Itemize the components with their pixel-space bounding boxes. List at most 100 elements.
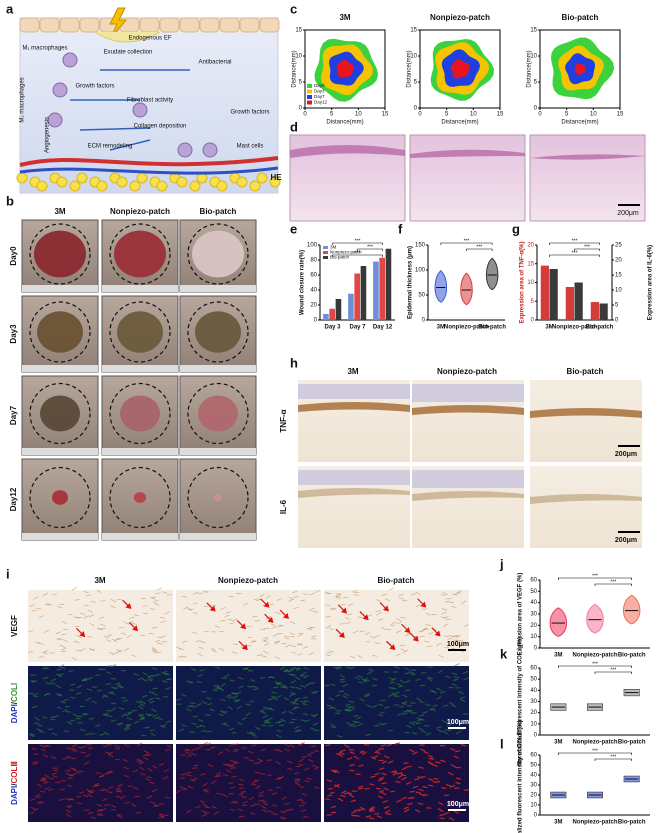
arrow: [379, 602, 389, 612]
violin: [485, 257, 499, 291]
texture: [358, 785, 364, 788]
texture: [85, 733, 91, 736]
texture: [124, 647, 130, 652]
texture: [301, 793, 308, 797]
texture: [419, 793, 425, 797]
texture: [288, 668, 295, 672]
texture: [309, 592, 315, 596]
texture: [249, 731, 256, 735]
texture: [120, 795, 126, 800]
texture: [186, 771, 192, 774]
texture: [60, 644, 66, 649]
texture: [335, 667, 342, 670]
texture: [274, 640, 281, 645]
y-tick-label: 15: [295, 28, 302, 34]
texture: [195, 725, 202, 728]
texture: [376, 599, 382, 603]
texture: [324, 798, 330, 801]
texture: [69, 798, 75, 801]
legend-swatch: [323, 256, 328, 259]
texture: [145, 778, 151, 781]
texture: [151, 788, 158, 793]
sig-bracket: [357, 248, 383, 251]
texture: [381, 593, 387, 596]
texture: [407, 797, 413, 800]
texture: [133, 614, 140, 617]
texture: [202, 803, 208, 808]
texture: [45, 745, 51, 748]
texture: [237, 808, 244, 812]
texture: [444, 600, 450, 603]
texture: [62, 757, 68, 761]
texture: [164, 611, 170, 615]
texture: [351, 814, 357, 817]
arrow: [79, 127, 151, 131]
texture: [231, 775, 237, 778]
texture: [417, 727, 424, 731]
texture: [304, 719, 311, 723]
texture: [435, 761, 441, 764]
tissue-layer: [298, 470, 410, 485]
epithelial-cell: [199, 17, 220, 33]
texture: [444, 646, 450, 649]
texture: [293, 607, 299, 609]
texture: [247, 636, 253, 638]
significance: ***: [610, 579, 616, 585]
texture: [132, 769, 139, 773]
texture: [77, 746, 83, 749]
texture: [153, 599, 159, 603]
texture: [281, 710, 287, 714]
texture: [441, 608, 447, 611]
texture: [179, 648, 185, 650]
texture: [181, 724, 187, 728]
texture: [88, 614, 94, 618]
texture: [156, 587, 163, 591]
y2-tick-label: 5: [615, 303, 619, 309]
wound-outline: [187, 382, 249, 445]
texture: [283, 697, 289, 701]
texture: [289, 744, 295, 748]
texture: [357, 807, 364, 812]
texture: [66, 721, 73, 725]
texture: [90, 816, 97, 820]
ruler: [180, 365, 256, 372]
texture: [271, 791, 278, 796]
texture: [267, 789, 273, 792]
texture: [402, 694, 408, 698]
texture: [415, 678, 421, 682]
texture: [387, 760, 394, 765]
texture: [45, 681, 52, 685]
y-tick-label: 0: [531, 318, 535, 324]
texture: [455, 730, 462, 735]
texture: [302, 713, 309, 716]
texture: [203, 789, 209, 791]
bar: [540, 265, 549, 320]
y-axis-label: Distance(mm): [407, 50, 413, 87]
arrow: [109, 139, 151, 151]
texture: [310, 638, 316, 640]
texture: [257, 654, 263, 657]
texture: [269, 676, 275, 679]
texture: [262, 706, 269, 709]
ruler: [102, 448, 178, 455]
texture: [419, 744, 425, 747]
texture: [389, 681, 395, 684]
texture: [129, 616, 135, 620]
texture: [48, 728, 54, 731]
texture: [94, 783, 100, 786]
texture: [105, 751, 111, 755]
texture: [211, 649, 217, 653]
stain-image: [324, 744, 469, 822]
texture: [61, 648, 67, 651]
texture: [72, 713, 79, 717]
texture: [78, 770, 84, 773]
texture: [55, 684, 62, 689]
scale-label: 200μm: [615, 451, 637, 458]
fat-cell: [189, 180, 201, 192]
texture: [255, 598, 262, 602]
texture: [272, 633, 279, 637]
sig-bracket: [558, 577, 632, 580]
row-label: DAPI/COLⅢ: [10, 761, 19, 805]
texture: [232, 643, 239, 646]
